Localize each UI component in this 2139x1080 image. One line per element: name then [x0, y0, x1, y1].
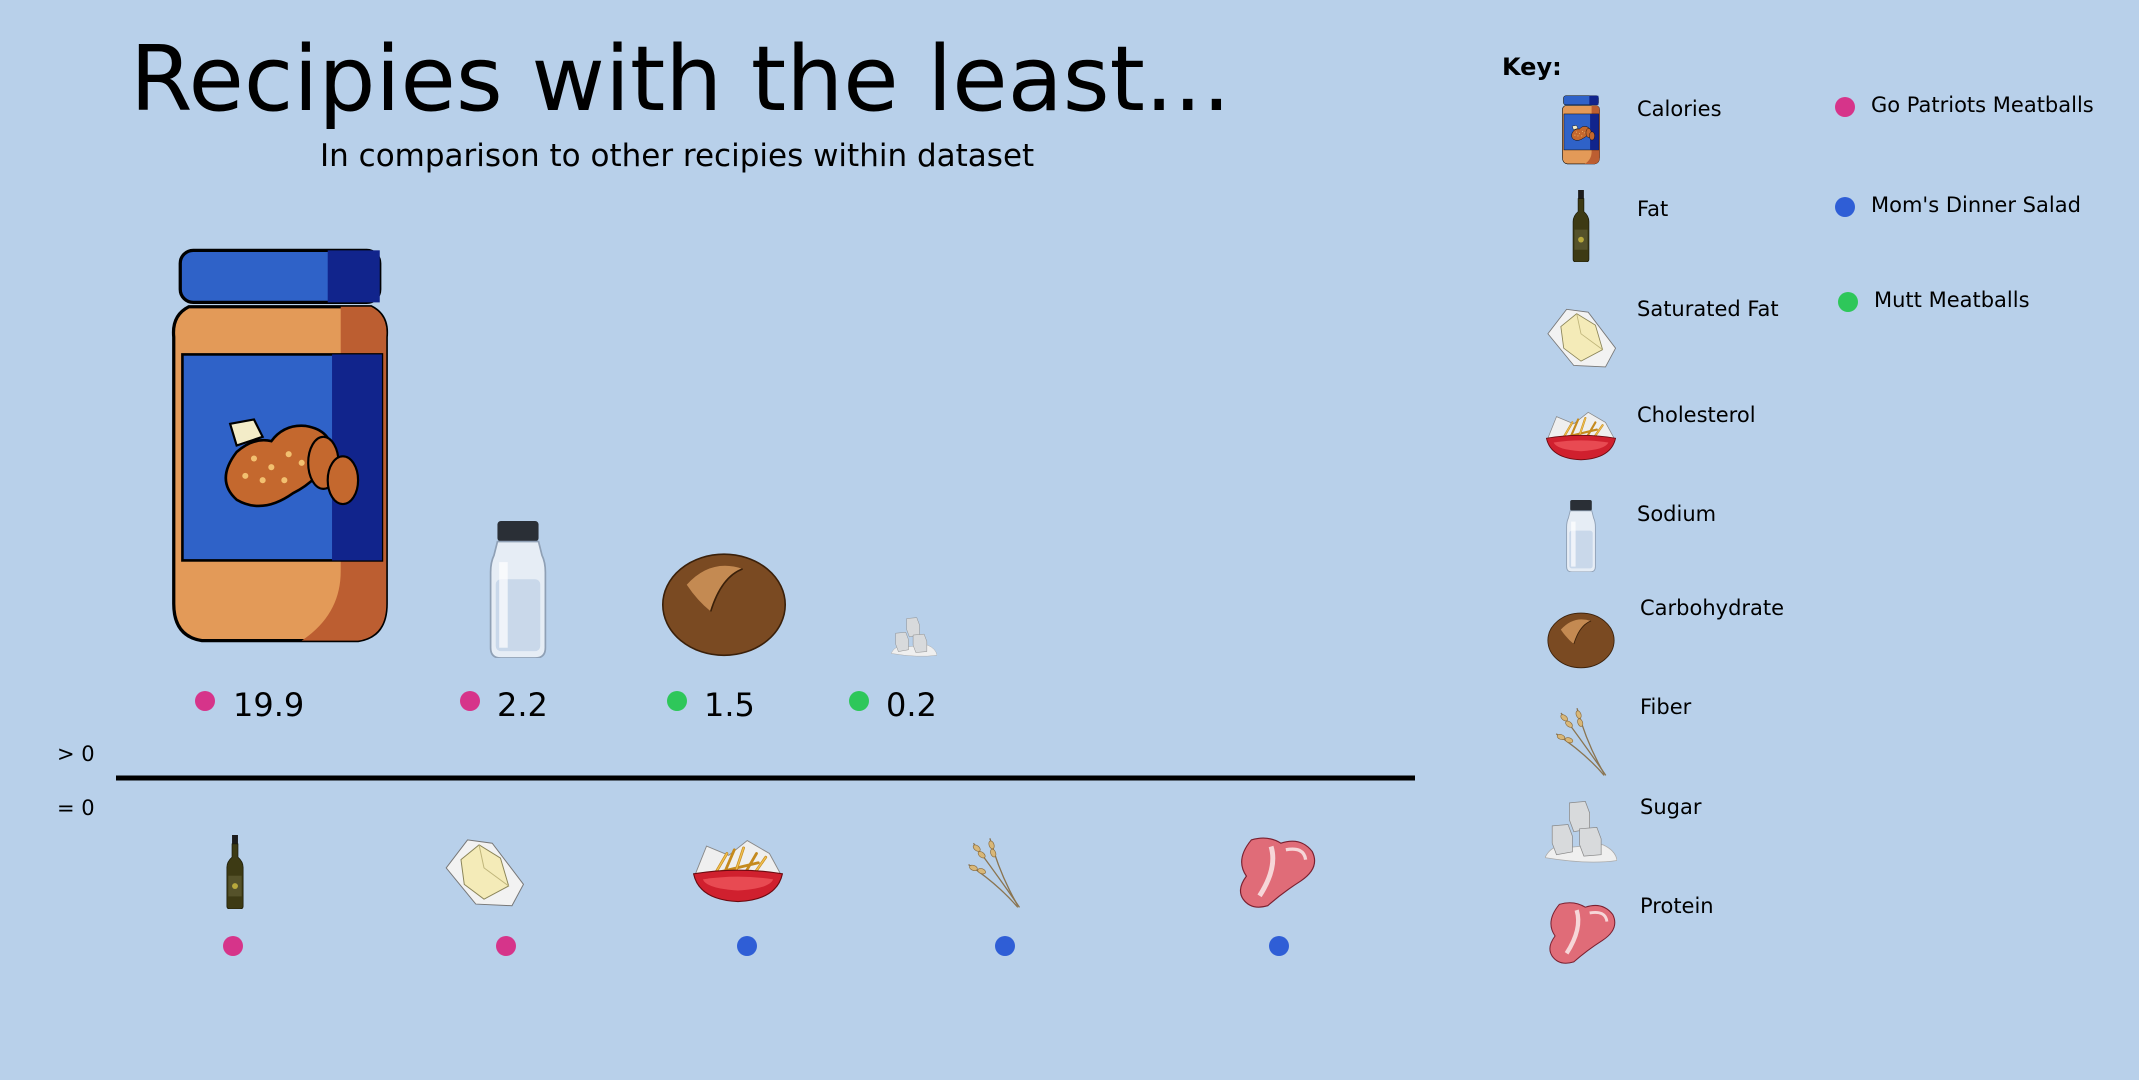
key-recipe-dot-go-patriots-meatballs	[1835, 97, 1855, 117]
key-peanut-butter-jar-icon	[1562, 95, 1600, 165]
icon-salt-shaker-mark	[489, 521, 547, 658]
recipe-dot-calories	[195, 691, 215, 711]
key-wheat-icon	[1555, 707, 1607, 777]
zero-icon-wheat	[967, 837, 1021, 909]
value-label-sodium: 2.2	[497, 686, 548, 724]
zero-recipe-dot-protein	[1269, 936, 1289, 956]
key-steak-icon	[1550, 903, 1615, 964]
key-label-saturated-fat: Saturated Fat	[1637, 297, 1779, 321]
zero-icon-steak	[1240, 838, 1314, 907]
key-bread-roll-icon	[1547, 612, 1615, 669]
key-title: Key:	[1502, 53, 1562, 81]
zero-recipe-dot-saturated-fat	[496, 936, 516, 956]
chart-title: Recipies with the least...	[130, 27, 1231, 132]
key-label-cholesterol: Cholesterol	[1637, 403, 1756, 427]
key-label-sugar: Sugar	[1640, 795, 1702, 819]
key-label-carbohydrate: Carbohydrate	[1640, 596, 1785, 620]
key-oil-bottle-icon	[1572, 190, 1590, 262]
key-fries-bowl-icon	[1545, 411, 1617, 461]
icon-sugar-cube-mark	[891, 617, 937, 657]
key-label-fiber: Fiber	[1640, 695, 1692, 719]
key-label-sodium: Sodium	[1637, 502, 1717, 526]
value-label-calories: 19.9	[233, 686, 304, 724]
recipe-dot-sodium	[460, 691, 480, 711]
key-label-fat: Fat	[1637, 197, 1669, 221]
zero-icon-fries-bowl	[692, 839, 784, 903]
key-recipe-dot-mom-s-dinner-salad	[1835, 197, 1855, 217]
key-recipe-dot-mutt-meatballs	[1838, 292, 1858, 312]
key-label-protein: Protein	[1640, 894, 1714, 918]
icon-peanut-butter-jar-mark	[171, 248, 389, 643]
key-recipe-label-go-patriots-meatballs: Go Patriots Meatballs	[1871, 93, 2094, 117]
recipe-dot-carbohydrate	[667, 691, 687, 711]
chart-subtitle: In comparison to other recipies within d…	[320, 138, 1035, 174]
zero-recipe-dot-cholesterol	[737, 936, 757, 956]
key-butter-icon	[1547, 308, 1616, 368]
zero-icon-oil-bottle	[226, 835, 244, 909]
key-label-calories: Calories	[1637, 97, 1722, 121]
key-salt-shaker-icon	[1566, 500, 1596, 572]
key-recipe-label-mom-s-dinner-salad: Mom's Dinner Salad	[1871, 193, 2081, 217]
row-label-zero: = 0	[57, 796, 95, 820]
zero-icon-butter	[445, 839, 524, 907]
recipe-dot-sugar	[849, 691, 869, 711]
zero-recipe-dot-fiber	[995, 936, 1015, 956]
key-sugar-cube-icon	[1545, 801, 1617, 863]
value-label-carbohydrate: 1.5	[704, 686, 755, 724]
row-label-above-zero: > 0	[57, 742, 95, 766]
key-recipe-label-mutt-meatballs: Mutt Meatballs	[1874, 288, 2030, 312]
icon-bread-roll-mark	[661, 553, 787, 657]
zero-recipe-dot-fat	[223, 936, 243, 956]
value-label-sugar: 0.2	[886, 686, 937, 724]
